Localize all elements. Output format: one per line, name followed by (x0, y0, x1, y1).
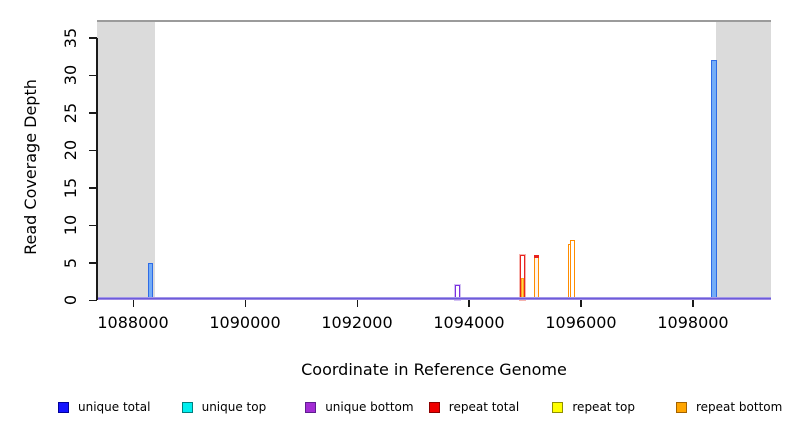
plot-top-border (97, 20, 771, 22)
legend-item-repeat-top: repeat top (552, 399, 635, 415)
legend-label: repeat bottom (696, 400, 783, 414)
shaded-region (97, 21, 155, 300)
legend-swatch-icon (552, 401, 564, 413)
x-tick-label: 1088000 (97, 313, 169, 332)
y-axis-tick (89, 74, 97, 76)
legend-swatch-icon (58, 401, 69, 413)
y-axis-line (96, 37, 98, 300)
legend-swatch-icon (428, 401, 440, 413)
legend-label: repeat total (448, 400, 520, 414)
legend-swatch-icon (181, 401, 193, 413)
legend-item-unique-bottom: unique bottom (305, 399, 414, 415)
y-axis-tick (89, 112, 97, 114)
legend-item-unique-top: unique top (181, 399, 267, 415)
legend-label: unique total (78, 400, 151, 414)
x-tick-label: 1096000 (545, 313, 617, 332)
x-axis-tick (132, 300, 134, 307)
y-axis-tick (89, 262, 97, 264)
legend-item-repeat-bottom: repeat bottom (676, 399, 782, 415)
x-axis-tick (244, 300, 246, 307)
x-axis-tick (580, 300, 582, 307)
shaded-region (715, 21, 771, 300)
legend-label: unique bottom (325, 400, 414, 414)
y-axis-tick (89, 187, 97, 189)
x-axis-tick (468, 300, 470, 307)
x-tick-label: 1094000 (433, 313, 505, 332)
legend-item-repeat-total: repeat total (428, 399, 520, 415)
legend-swatch-icon (305, 401, 317, 413)
x-axis-tick (356, 300, 358, 307)
x-tick-label: 1092000 (321, 313, 393, 332)
zero-coverage-baseline (97, 297, 771, 300)
y-axis-tick (89, 37, 97, 39)
legend-label: unique top (201, 400, 267, 414)
legend-item-unique-total: unique total (58, 399, 150, 415)
x-tick-label: 1090000 (209, 313, 281, 332)
coverage-spike (533, 255, 539, 259)
x-axis-tick (692, 300, 694, 307)
y-axis-tick (89, 149, 97, 151)
legend-label: repeat top (572, 400, 635, 414)
y-axis-tick (89, 224, 97, 226)
x-axis-title: Coordinate in Reference Genome (301, 360, 567, 379)
y-axis-tick (89, 299, 97, 301)
legend-swatch-icon (676, 401, 687, 413)
x-tick-label: 1098000 (657, 313, 729, 332)
